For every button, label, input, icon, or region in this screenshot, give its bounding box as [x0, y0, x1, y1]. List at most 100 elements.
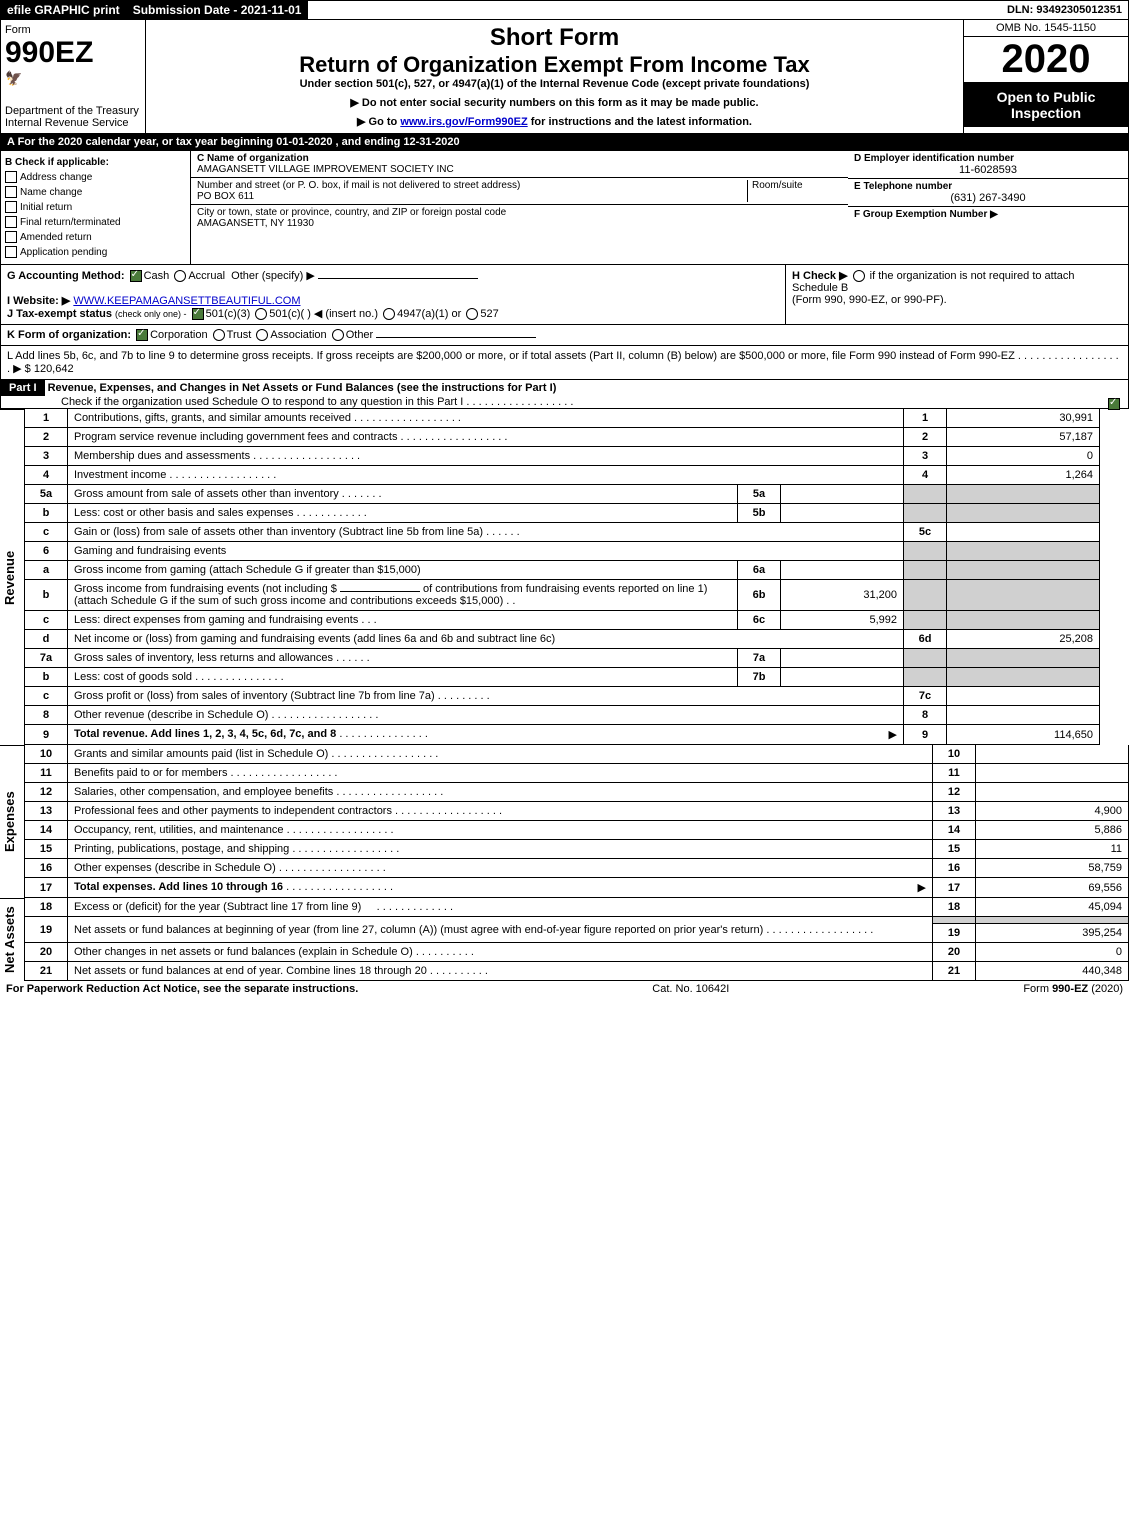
check-corp[interactable]: [136, 329, 148, 341]
l14-amt: 5,886: [976, 821, 1129, 840]
revenue-label: Revenue: [0, 409, 25, 745]
l21-desc: Net assets or fund balances at end of ye…: [74, 965, 427, 977]
submission-date-button[interactable]: Submission Date - 2021-11-01: [127, 1, 309, 19]
check-schedule-o[interactable]: [1108, 398, 1120, 410]
part1-check-note: Check if the organization used Schedule …: [1, 396, 463, 408]
l15-desc: Printing, publications, postage, and shi…: [74, 843, 289, 855]
l20-no: 20: [25, 943, 68, 962]
check-address-change[interactable]: [5, 171, 17, 183]
l20-code: 20: [933, 943, 976, 962]
l6a-no: a: [25, 561, 68, 580]
h-schedule-b: H Check ▶ if the organization is not req…: [785, 265, 1128, 324]
check-h[interactable]: [853, 270, 865, 282]
l11-desc: Benefits paid to or for members: [74, 767, 227, 779]
l7a-sub: 7a: [738, 649, 781, 668]
l5a-sub: 5a: [738, 485, 781, 504]
netassets-label: Net Assets: [0, 898, 25, 981]
check-initial-return[interactable]: [5, 201, 17, 213]
goto-pre: ▶ Go to: [357, 116, 400, 128]
l4-code: 4: [904, 466, 947, 485]
irs-label: Internal Revenue Service: [5, 117, 141, 129]
l8-desc: Other revenue (describe in Schedule O): [74, 709, 268, 721]
j-sub: (check only one) -: [115, 309, 187, 319]
l10-no: 10: [25, 745, 68, 764]
efile-print-button[interactable]: efile GRAPHIC print: [1, 1, 127, 19]
l12-amt: [976, 783, 1129, 802]
check-4947[interactable]: [383, 308, 395, 320]
under-section-text: Under section 501(c), 527, or 4947(a)(1)…: [150, 78, 959, 90]
g-accounting: G Accounting Method: Cash Accrual Other …: [1, 265, 785, 324]
footer: For Paperwork Reduction Act Notice, see …: [0, 981, 1129, 997]
l5b-subval: [781, 504, 904, 523]
j-o1: 501(c)(3): [206, 308, 251, 320]
box-b-title: B Check if applicable:: [5, 157, 109, 168]
l11-code: 11: [933, 764, 976, 783]
l18-desc: Excess or (deficit) for the year (Subtra…: [74, 901, 361, 913]
l6c-desc: Less: direct expenses from gaming and fu…: [74, 614, 358, 626]
row-a-pre: A For the 2020 calendar year, or tax yea…: [7, 136, 276, 148]
eagle-icon: 🦅: [5, 70, 141, 87]
l18-amt: 45,094: [976, 898, 1129, 917]
form-number: 990EZ: [5, 36, 141, 70]
irs-link[interactable]: www.irs.gov/Form990EZ: [400, 116, 527, 128]
l19-no: 19: [25, 917, 68, 943]
k-o1: Corporation: [150, 329, 207, 341]
tel-label: E Telephone number: [854, 181, 952, 192]
box-def: D Employer identification number 11-6028…: [848, 151, 1128, 264]
k-other-input[interactable]: [376, 337, 536, 338]
l-text: L Add lines 5b, 6c, and 7b to line 9 to …: [7, 350, 1015, 362]
l6c-subval: 5,992: [781, 611, 904, 630]
top-bar: efile GRAPHIC print Submission Date - 20…: [0, 0, 1129, 20]
check-accrual[interactable]: [174, 270, 186, 282]
form-header: Form 990EZ 🦅 Department of the Treasury …: [0, 20, 1129, 134]
period-begin: 01-01-2020: [276, 136, 332, 148]
k-o2: Trust: [227, 329, 252, 341]
j-o4: 527: [480, 308, 498, 320]
header-right: OMB No. 1545-1150 2020 Open to Public In…: [963, 20, 1128, 133]
check-527[interactable]: [466, 308, 478, 320]
j-o2: 501(c)( ) ◀ (insert no.): [269, 308, 378, 320]
g-label: G Accounting Method:: [7, 270, 125, 282]
check-501c[interactable]: [255, 308, 267, 320]
l7c-desc: Gross profit or (loss) from sales of inv…: [74, 690, 435, 702]
check-cash[interactable]: [130, 270, 142, 282]
return-title: Return of Organization Exempt From Incom…: [150, 52, 959, 78]
l6d-code: 6d: [904, 630, 947, 649]
website-link[interactable]: WWW.KEEPAMAGANSETTBEAUTIFUL.COM: [73, 295, 300, 307]
dln-label: DLN: 93492305012351: [1001, 2, 1128, 18]
l6a-desc: Gross income from gaming (attach Schedul…: [68, 561, 738, 580]
l3-amt: 0: [947, 447, 1100, 466]
l14-desc: Occupancy, rent, utilities, and maintena…: [74, 824, 284, 836]
l20-desc: Other changes in net assets or fund bala…: [74, 946, 413, 958]
l13-no: 13: [25, 802, 68, 821]
check-app-pending[interactable]: [5, 246, 17, 258]
l14-code: 14: [933, 821, 976, 840]
opt-initial: Initial return: [20, 202, 72, 213]
l14-no: 14: [25, 821, 68, 840]
l-value: 120,642: [34, 363, 74, 375]
check-other-org[interactable]: [332, 329, 344, 341]
l6d-desc: Net income or (loss) from gaming and fun…: [68, 630, 904, 649]
l12-no: 12: [25, 783, 68, 802]
l16-no: 16: [25, 859, 68, 878]
l6b-subval: 31,200: [781, 580, 904, 611]
g-other-input[interactable]: [318, 278, 478, 279]
h-text3: (Form 990, 990-EZ, or 990-PF).: [792, 294, 947, 306]
ein-value: 11-6028593: [854, 164, 1122, 176]
l6b-blank[interactable]: [340, 591, 420, 592]
l15-code: 15: [933, 840, 976, 859]
gh-row: G Accounting Method: Cash Accrual Other …: [0, 265, 1129, 325]
row-a-period: A For the 2020 calendar year, or tax yea…: [0, 134, 1129, 151]
g-other: Other (specify) ▶: [231, 270, 315, 282]
check-amended[interactable]: [5, 231, 17, 243]
check-final-return[interactable]: [5, 216, 17, 228]
check-assoc[interactable]: [256, 329, 268, 341]
check-name-change[interactable]: [5, 186, 17, 198]
check-501c3[interactable]: [192, 308, 204, 320]
check-trust[interactable]: [213, 329, 225, 341]
l9-code: 9: [904, 725, 947, 745]
l7b-subval: [781, 668, 904, 687]
k-o4: Other: [346, 329, 374, 341]
org-name: AMAGANSETT VILLAGE IMPROVEMENT SOCIETY I…: [197, 164, 454, 175]
l17-desc: Total expenses. Add lines 10 through 16: [74, 881, 283, 893]
